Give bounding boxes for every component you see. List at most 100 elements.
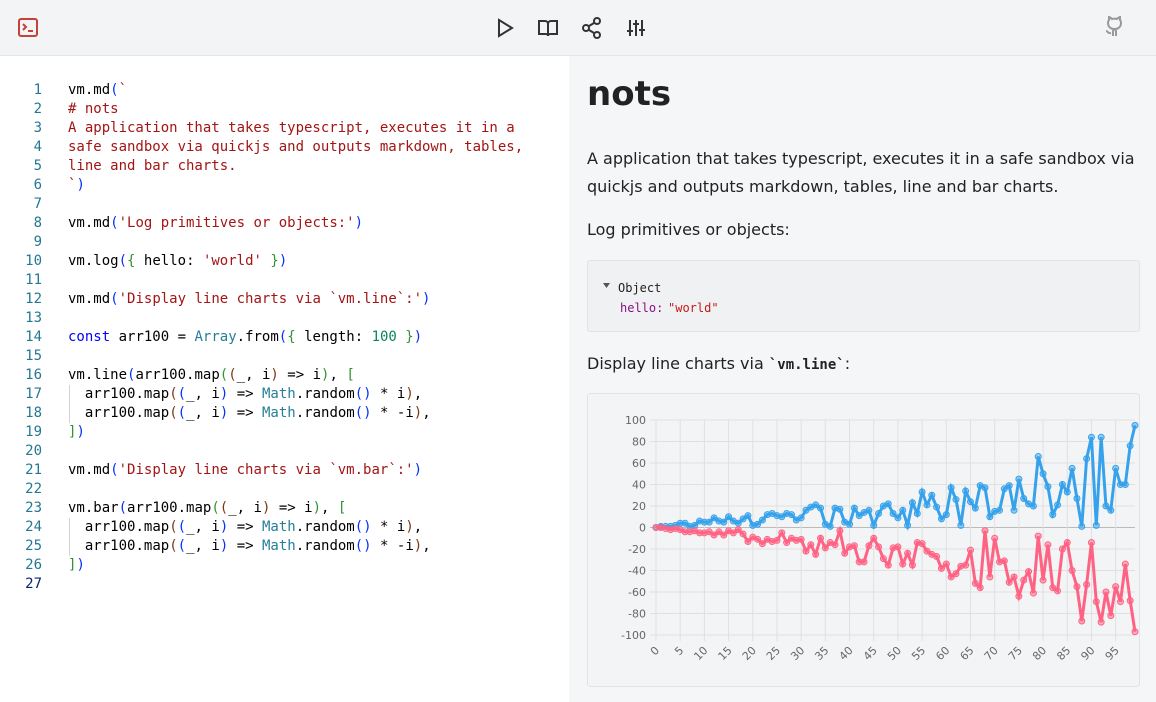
- code-token: (: [110, 291, 119, 307]
- object-value: "world": [668, 301, 719, 315]
- data-point: [783, 539, 791, 547]
- code-token: (: [354, 405, 364, 421]
- code-token: >: [245, 405, 254, 421]
- data-point: [1116, 598, 1124, 606]
- y-tick-label: -40: [628, 565, 646, 578]
- data-point: [942, 560, 950, 568]
- code-token: safe sandbox via quickjs and outputs mar…: [68, 139, 524, 155]
- data-point: [986, 513, 994, 521]
- run-button[interactable]: [498, 18, 514, 38]
- code-token: vm: [68, 291, 85, 307]
- data-point: [952, 570, 960, 578]
- object-viewer: Object hello: "world": [587, 260, 1140, 332]
- data-point: [1131, 628, 1139, 636]
- code-token: vm: [68, 82, 85, 98]
- code-token: ,: [194, 386, 203, 402]
- code-token: arr100: [127, 500, 178, 516]
- line-number: 13: [25, 310, 42, 326]
- code-token: }: [270, 253, 279, 269]
- chart-frame: [587, 393, 1140, 687]
- code-token: ): [413, 405, 423, 421]
- code-token: map: [143, 386, 170, 402]
- expand-arrow[interactable]: [602, 281, 612, 291]
- y-tick-label: -60: [628, 586, 646, 599]
- code-token: random: [304, 405, 355, 421]
- code-token: [228, 538, 236, 554]
- data-point: [787, 511, 795, 519]
- data-point: [739, 515, 747, 523]
- code-token: ,: [236, 500, 246, 516]
- code-token: [228, 405, 236, 421]
- data-point: [1044, 483, 1052, 491]
- line-number: 22: [25, 481, 42, 497]
- data-point: [918, 540, 926, 548]
- code-token: i: [405, 538, 414, 554]
- data-point: [739, 530, 747, 538]
- line-number: 12: [25, 291, 42, 307]
- code-token: -: [396, 405, 406, 421]
- data-point: [899, 560, 907, 568]
- code-token: md: [93, 215, 111, 231]
- data-point: [850, 504, 858, 512]
- data-point: [1092, 598, 1100, 606]
- line-number: 20: [25, 443, 42, 459]
- data-point: [962, 561, 970, 569]
- code-token: length: [304, 329, 355, 345]
- code-token: >: [245, 519, 254, 535]
- code-token: ): [405, 519, 414, 535]
- data-point: [831, 541, 839, 549]
- data-point: [836, 505, 844, 513]
- line-number: 18: [25, 405, 42, 421]
- data-point: [1097, 433, 1105, 441]
- share-button[interactable]: [582, 17, 601, 39]
- code-token: [372, 538, 380, 554]
- code-token: [254, 519, 262, 535]
- code-token: (: [219, 367, 229, 383]
- docs-button[interactable]: [538, 20, 558, 37]
- code-token: .: [177, 500, 187, 516]
- code-token: (: [169, 405, 178, 421]
- terminal-button[interactable]: [18, 18, 38, 37]
- data-point: [1102, 588, 1110, 596]
- code-token: ): [76, 177, 85, 193]
- data-point: [1112, 583, 1120, 591]
- code-token: .: [84, 215, 94, 231]
- data-point: [879, 555, 887, 563]
- code-token: .: [135, 519, 144, 535]
- code-editor[interactable]: 1 vm.md(` 2 # nots 3 A application that takes…: [0, 56, 569, 702]
- code-token: [169, 329, 177, 345]
- data-point: [758, 516, 766, 524]
- code-token: (: [110, 82, 119, 98]
- code-token: Math: [262, 519, 296, 535]
- data-point: [1015, 475, 1023, 483]
- data-point: [1025, 568, 1033, 576]
- code-token: [76, 386, 84, 402]
- code-token: (: [177, 405, 187, 421]
- code-token: =: [236, 538, 246, 554]
- data-point: [991, 534, 999, 542]
- code-line: vm.log({ hello: 'world' }): [68, 252, 287, 271]
- code-token: .: [186, 367, 195, 383]
- code-line: vm.md('Log primitives or objects:'): [68, 214, 363, 233]
- code-token: Array: [194, 329, 237, 345]
- code-token: world': [211, 253, 262, 269]
- code-token: log: [93, 253, 119, 269]
- data-point: [865, 506, 873, 514]
- code-token: .: [135, 538, 144, 554]
- code-token: `: [118, 82, 128, 98]
- data-point: [734, 526, 742, 534]
- code-token: [: [337, 500, 347, 516]
- code-line: vm.bar(arr100.map((_, i) => i), [: [68, 499, 346, 518]
- data-point: [870, 534, 878, 542]
- data-point: [942, 511, 950, 519]
- code-token: >: [245, 538, 254, 554]
- code-token: ): [405, 386, 414, 402]
- data-point: [908, 499, 916, 507]
- github-link[interactable]: [1105, 15, 1123, 36]
- data-point: [1068, 464, 1076, 472]
- settings-button[interactable]: [627, 20, 645, 36]
- code-token: .: [84, 462, 94, 478]
- code-token: i: [396, 519, 406, 535]
- data-point: [933, 503, 941, 511]
